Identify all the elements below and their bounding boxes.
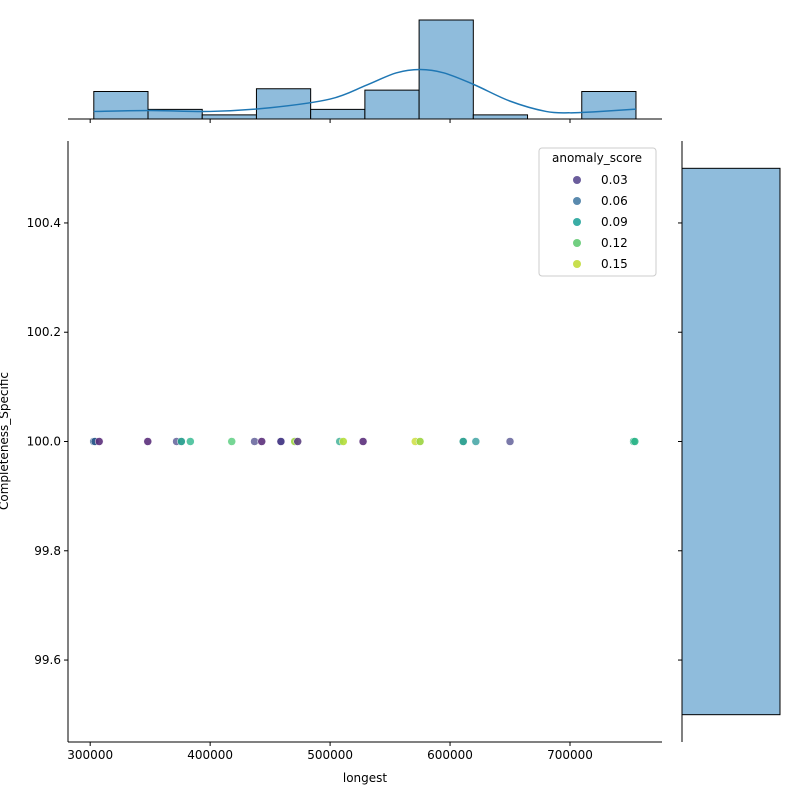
right-marginal-histogram (681, 167, 781, 716)
scatter-point (143, 437, 153, 446)
y-tick-label: 100.2 (27, 325, 61, 339)
top-histogram-bar (472, 114, 529, 120)
scatter-point (293, 437, 302, 446)
legend-label: 0.06 (601, 194, 628, 208)
scatter-point (630, 437, 640, 446)
scatter-point (186, 437, 195, 446)
top-histogram-bar (310, 108, 366, 120)
right-histogram-bar (681, 167, 781, 716)
scatter-point (227, 437, 236, 446)
legend-items: 0.03 0.06 0.09 0.12 0.15 (573, 173, 628, 271)
top-histogram-bar (93, 91, 149, 120)
y-tick-label: 100.4 (27, 216, 61, 230)
kde-curve (93, 68, 637, 114)
x-axis-label: longest (343, 771, 388, 785)
legend-label: 0.09 (601, 215, 628, 229)
legend: anomaly_score 0.03 0.06 0.09 0.12 0.15 (538, 147, 657, 277)
top-histogram-bar (201, 114, 257, 120)
y-tick-label: 99.8 (34, 544, 61, 558)
scatter-point (458, 437, 468, 446)
scatter-point (339, 437, 348, 446)
legend-marker (573, 218, 581, 226)
scatter-point (257, 437, 266, 446)
legend-marker (573, 239, 581, 247)
x-tick-label: 500000 (307, 748, 353, 762)
legend-marker (573, 197, 581, 205)
scatter-point (276, 437, 286, 446)
legend-label: 0.12 (601, 236, 628, 250)
top-histogram-bar (581, 91, 637, 120)
legend-frame (538, 147, 657, 277)
axis-ticks: 300000 400000 500000 600000 700000 99.6 99.8 10… (27, 119, 682, 762)
top-histogram-bar (364, 89, 420, 120)
x-tick-label: 400000 (187, 748, 233, 762)
x-tick-label: 600000 (427, 748, 473, 762)
scatter-point (358, 437, 368, 446)
y-tick-label: 100.0 (27, 435, 61, 449)
y-tick-label: 99.6 (34, 653, 61, 667)
legend-title: anomaly_score (552, 151, 642, 165)
legend-marker (573, 260, 581, 268)
scatter-point (505, 437, 515, 446)
legend-label: 0.03 (601, 173, 628, 187)
legend-label: 0.15 (601, 257, 628, 271)
scatter-points (89, 437, 640, 446)
scatter-point (250, 437, 259, 446)
x-tick-label: 300000 (67, 748, 113, 762)
scatter-point (177, 437, 186, 446)
x-tick-label: 700000 (547, 748, 593, 762)
scatter-point (94, 437, 104, 446)
legend-marker (573, 176, 581, 184)
scatter-point (415, 437, 425, 446)
y-axis-label: Completeness_Specific (0, 372, 11, 510)
scatter-point (471, 437, 481, 446)
top-marginal-histogram (93, 19, 637, 120)
